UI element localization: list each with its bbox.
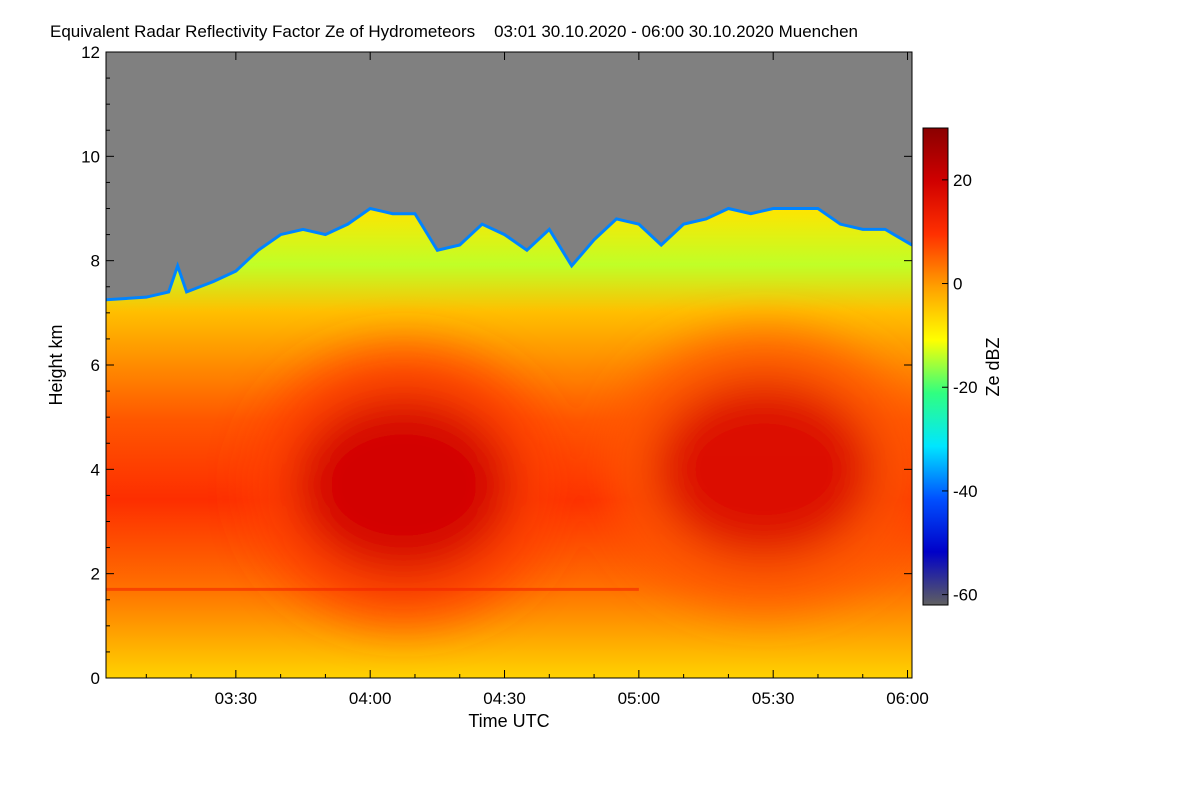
colorbar: 20 0 -20 -40 -60 Ze dBZ [922, 127, 1003, 606]
x-tick-label: 04:30 [483, 689, 526, 708]
colorbar-ticks: 20 0 -20 -40 -60 [942, 171, 978, 605]
cloud-top-edge [106, 206, 912, 302]
chart-subtitle-text: 03:01 30.10.2020 - 06:00 30.10.2020 Muen… [494, 22, 858, 41]
y-tick-label: 8 [91, 252, 100, 271]
x-tick-label: 03:30 [215, 689, 258, 708]
y-tick-label: 12 [81, 43, 100, 62]
x-axis-title: Time UTC [468, 711, 549, 731]
chart-title: Equivalent Radar Reflectivity Factor Ze … [50, 22, 858, 42]
x-axis: 03:30 04:00 04:30 05:00 05:30 06:00 [145, 52, 929, 708]
colorbar-tick-label: 20 [953, 171, 972, 190]
chart-title-text: Equivalent Radar Reflectivity Factor Ze … [50, 22, 476, 41]
x-tick-label: 05:00 [618, 689, 661, 708]
core-inner-2 [653, 381, 876, 557]
colorbar-tick-label: -60 [953, 586, 978, 605]
y-tick-label: 10 [81, 147, 100, 166]
core-inner-1 [294, 397, 513, 573]
colorbar-tick-label: 0 [953, 275, 962, 294]
colorbar-tick-label: -40 [953, 482, 978, 501]
colorbar-tick-label: -20 [953, 378, 978, 397]
x-tick-label: 05:30 [752, 689, 795, 708]
x-tick-label: 06:00 [886, 689, 929, 708]
cores-layer [250, 331, 912, 623]
y-tick-label: 0 [91, 669, 100, 688]
y-tick-label: 4 [91, 460, 100, 479]
y-tick-label: 6 [91, 356, 100, 375]
colorbar-title: Ze dBZ [983, 337, 1003, 396]
x-tick-label: 04:00 [349, 689, 392, 708]
y-axis-title: Height km [46, 324, 66, 405]
y-axis: 0 2 4 6 8 10 12 [81, 43, 912, 688]
y-tick-label: 2 [91, 565, 100, 584]
colorbar-bar [922, 127, 949, 606]
plot-area [106, 52, 912, 678]
